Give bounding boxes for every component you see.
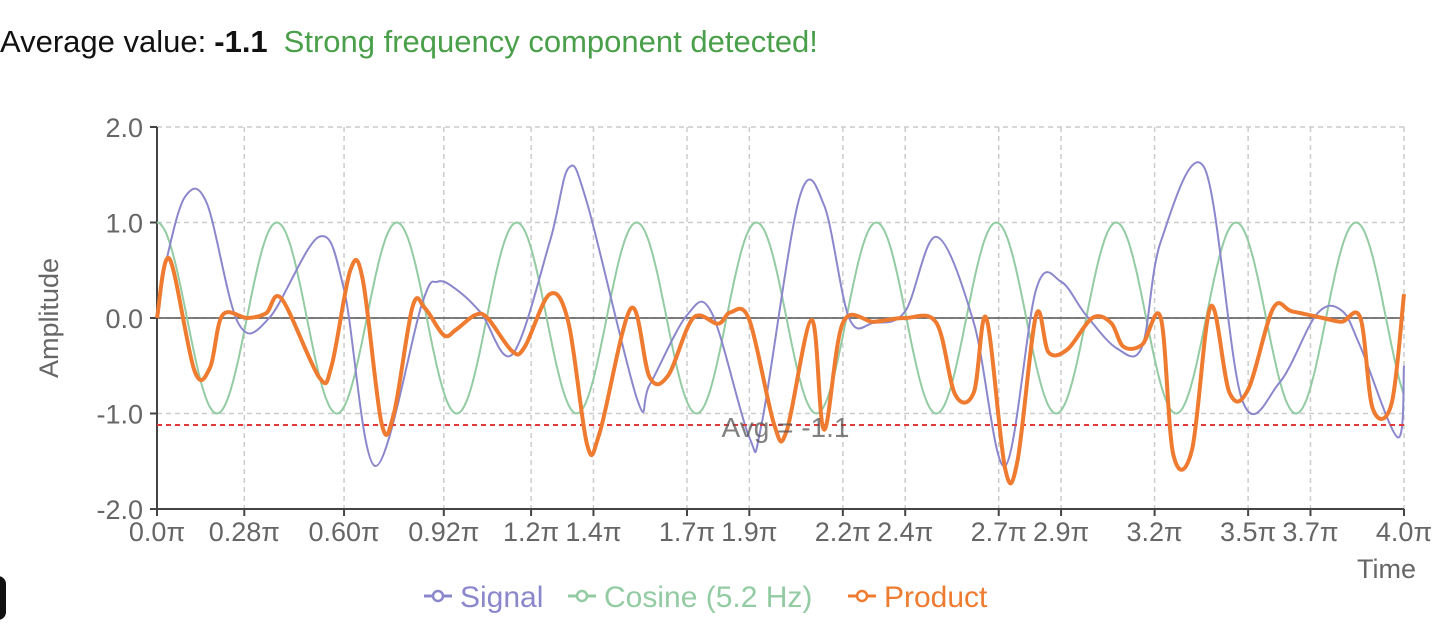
legend-swatch-marker xyxy=(431,589,445,603)
x-tick-label: 1.2π xyxy=(503,517,559,547)
series-line-product xyxy=(155,256,1406,486)
x-tick-label: 2.2π xyxy=(815,517,871,547)
y-tick-label: 1.0 xyxy=(105,209,143,239)
x-tick-label: 3.2π xyxy=(1127,517,1183,547)
x-tick-label: 0.92π xyxy=(408,517,479,547)
x-tick-label: 2.9π xyxy=(1033,517,1089,547)
series-line-signal xyxy=(156,161,1405,468)
average-value: -1.1 xyxy=(214,24,268,59)
legend-label: Product xyxy=(884,581,988,614)
x-tick-label: 4.0π xyxy=(1376,517,1432,547)
x-tick-label: 1.7π xyxy=(659,517,715,547)
y-tick-label: -1.0 xyxy=(96,400,143,430)
x-tick-label: 2.7π xyxy=(971,517,1027,547)
legend-swatch-marker xyxy=(575,589,589,603)
average-line-label: Avg = -1.1 xyxy=(722,412,850,443)
corner-tab xyxy=(0,576,6,620)
x-tick-label: 1.9π xyxy=(721,517,777,547)
y-tick-label: 0.0 xyxy=(105,304,143,334)
x-tick-label: 0.60π xyxy=(308,517,379,547)
x-tick-label: 3.5π xyxy=(1220,517,1276,547)
y-tick-label: 2.0 xyxy=(105,113,143,143)
series-line-cosine xyxy=(156,221,1405,415)
legend-label: Signal xyxy=(460,581,543,614)
x-tick-label: 3.7π xyxy=(1282,517,1338,547)
status-line: Average value: -1.1 Strong frequency com… xyxy=(0,20,818,64)
frequency-message: Strong frequency component detected! xyxy=(283,24,818,59)
average-label: Average value: xyxy=(0,24,207,59)
x-tick-label: 2.4π xyxy=(877,517,933,547)
y-tick-label: -2.0 xyxy=(96,495,143,525)
legend-label: Cosine (5.2 Hz) xyxy=(604,581,812,614)
y-axis-title: Amplitude xyxy=(34,258,64,378)
x-tick-label: 0.0π xyxy=(129,517,185,547)
legend-swatch-marker xyxy=(855,589,869,603)
x-axis-title: Time xyxy=(1357,554,1416,584)
x-tick-label: 1.4π xyxy=(565,517,621,547)
x-tick-label: 0.28π xyxy=(209,517,280,547)
